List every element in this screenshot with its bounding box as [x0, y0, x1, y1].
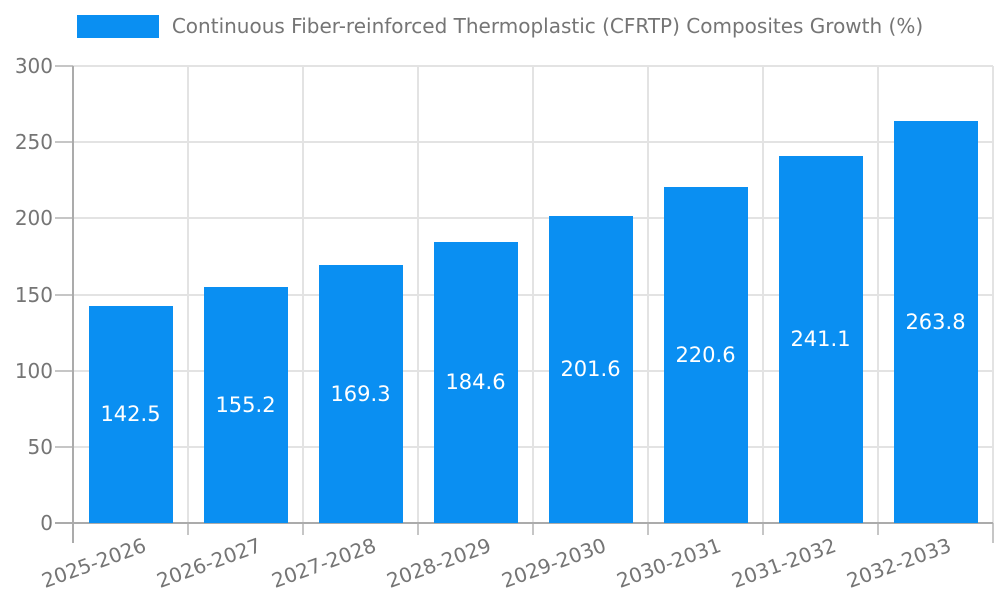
y-axis-tick — [55, 217, 73, 220]
legend-swatch — [76, 14, 159, 38]
bar — [663, 186, 748, 523]
gridline-v — [532, 66, 534, 523]
bar-value-label: 142.5 — [100, 402, 161, 427]
bar — [318, 265, 403, 523]
y-tick-label: 250 — [14, 130, 53, 155]
y-axis-line — [72, 66, 74, 543]
bar-value-label: 184.6 — [445, 370, 506, 395]
bar-value-label: 220.6 — [675, 342, 736, 367]
chart-legend[interactable]: Continuous Fiber-reinforced Thermoplasti… — [0, 14, 1000, 38]
gridline-v — [992, 66, 994, 523]
x-axis-tick — [762, 523, 764, 535]
gridline-v — [762, 66, 764, 523]
bar — [778, 155, 863, 523]
bar-value-label: 169.3 — [330, 382, 391, 407]
y-tick-label: 300 — [14, 54, 53, 78]
x-axis-tick — [992, 523, 994, 543]
bar-value-label: 201.6 — [560, 357, 621, 382]
y-axis-tick — [55, 65, 73, 67]
x-axis-tick — [417, 523, 419, 535]
bar — [203, 286, 288, 523]
bar — [433, 241, 518, 523]
gridline-v — [187, 66, 189, 523]
y-tick-label: 150 — [14, 282, 53, 307]
bar — [548, 215, 633, 523]
gridline-v — [302, 66, 304, 523]
gridline-v — [877, 66, 879, 523]
x-axis-line — [55, 522, 993, 524]
x-axis-tick — [187, 523, 189, 535]
y-axis-tick — [55, 369, 73, 372]
bar-value-label: 155.2 — [215, 392, 276, 417]
bar — [88, 305, 173, 523]
x-axis-tick — [302, 523, 304, 535]
y-tick-label: 0 — [40, 511, 53, 535]
x-axis-tick — [532, 523, 534, 535]
x-axis-tick — [647, 523, 649, 535]
legend-label: Continuous Fiber-reinforced Thermoplasti… — [171, 14, 924, 38]
y-axis-tick — [55, 141, 73, 144]
y-axis-tick — [55, 293, 73, 296]
gridline-v — [647, 66, 649, 523]
bar-value-label: 263.8 — [905, 310, 966, 335]
y-tick-label: 100 — [14, 358, 53, 383]
y-tick-label: 50 — [27, 434, 53, 459]
y-axis-tick — [55, 445, 73, 448]
gridline-v — [417, 66, 419, 523]
bar-value-label: 241.1 — [790, 327, 851, 352]
bar — [893, 121, 978, 523]
x-axis-tick — [877, 523, 879, 535]
y-tick-label: 200 — [14, 206, 53, 231]
